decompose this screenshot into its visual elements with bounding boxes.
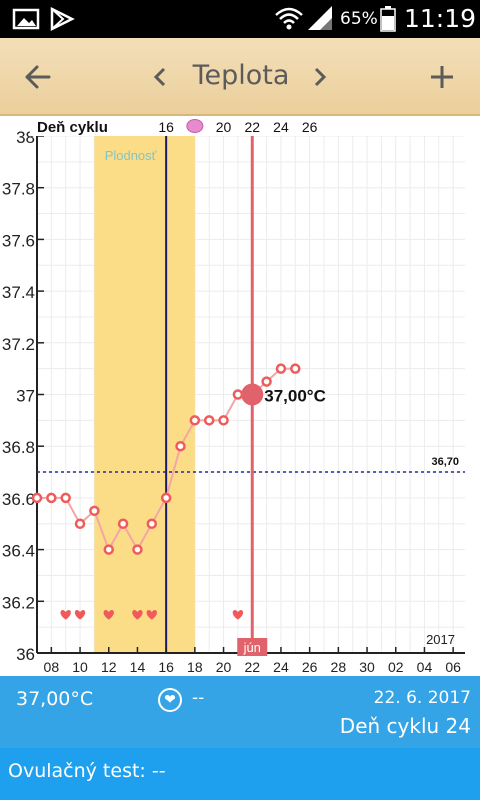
temperature-point [160,492,172,504]
x-tick-label: 26 [302,659,318,675]
temperature-point [31,492,43,504]
fertility-label: Plodnosť [105,148,157,163]
temperature-point [275,363,287,374]
month-label: jún [243,640,261,655]
x-tick-label: 10 [72,659,88,675]
temperature-point [189,415,201,426]
heart-icon [146,609,157,620]
fertility-window [94,136,195,653]
heart-icon [232,609,244,620]
temperature-point [74,518,86,529]
x-tick-label: 18 [187,659,203,675]
y-tick-label: 37.6 [2,231,35,250]
y-tick-label: 37.4 [2,283,35,302]
x-tick-label: 08 [44,659,60,675]
cycle-tick-label: 26 [302,119,318,135]
selected-date: 22. 6. 2017 [373,688,471,708]
temperature-point [132,544,143,555]
play-store-icon [48,0,76,38]
temperature-point [261,376,272,387]
selected-temperature-point [241,383,264,406]
temperature-point [60,492,71,504]
y-tick-label: 37 [16,387,35,406]
cycle-axis-background [30,116,480,136]
clock: 11:19 [404,4,477,33]
x-tick-label: 24 [273,659,289,675]
heart-icon [74,609,86,620]
x-tick-label: 30 [359,659,375,675]
y-tick-label: 36.2 [2,593,35,612]
month-tag [237,638,268,656]
ovulation-test-panel[interactable]: Ovulačný test: -- [0,748,480,800]
x-tick-label: 06 [445,659,461,675]
cycle-tick-label: 16 [158,119,174,135]
toolbar: Teplota [0,38,480,116]
cycle-axis-label: Deň cyklu [37,119,108,136]
ovulation-test-label: Ovulačný test: -- [8,760,166,782]
selected-temperature: 37,00°C [16,688,94,710]
cycle-day: Deň cyklu 24 [339,714,471,738]
x-tick-label: 02 [388,659,404,675]
selected-temperature-label: 37,00°C [264,387,326,406]
info-panel[interactable]: 37,00°C ❤ -- 22. 6. 2017 Deň cyklu 24 [0,676,480,748]
y-tick-label: 36.8 [2,438,35,457]
temperature-point [146,518,158,529]
heart-icon [132,609,143,620]
x-tick-label: 14 [130,659,146,675]
y-tick-label: 37.2 [2,335,35,354]
temperature-chart[interactable]: Plodnosť 36 36.2 36.4 36.6 36.8 37 37.2 37.4 37.6… [0,116,480,676]
cycle-tick-label: 24 [273,119,289,135]
temperature-point [232,389,244,400]
y-tick-label: 36 [16,645,35,664]
page-title: Teplota [192,60,290,91]
next-button[interactable] [302,38,338,114]
wifi-icon [274,0,304,38]
x-tick-label: 04 [417,659,433,675]
x-tick-label: 22 [244,659,260,675]
previous-button[interactable] [142,38,178,114]
cycle-tick-label: 22 [244,119,260,135]
y-tick-label: 37.8 [2,180,35,199]
y-tick-label: 36.4 [2,542,35,561]
heart-icon [60,609,71,620]
y-tick-label: 36.6 [2,490,35,509]
year-label: 2017 [426,632,455,647]
temperature-point [175,440,186,452]
signal-icon [306,0,334,38]
status-bar: 65% 11:19 [0,0,480,38]
back-button[interactable] [10,38,66,114]
temperature-point [290,363,301,374]
gallery-icon [12,0,40,38]
cycle-tick-label: 20 [216,119,232,135]
temperature-point [117,518,129,529]
coverline-label: 36,70 [431,456,459,468]
add-button[interactable] [414,38,470,114]
chevron-left-icon [153,67,166,86]
heart-icon [103,609,114,620]
chevron-right-icon [314,67,327,86]
ovulation-marker-icon [186,119,204,133]
x-tick-label: 16 [158,659,174,675]
temperature-point [89,505,100,517]
heart-icon: ❤ [158,688,182,712]
temperature-point [203,415,215,426]
temperature-chart-area[interactable]: Plodnosť 36 36.2 36.4 36.6 36.8 37 37.2 37.4 37.6… [0,116,480,676]
x-tick-label: 20 [216,659,232,675]
temperature-point [218,415,229,426]
x-tick-label: 12 [101,659,117,675]
temperature-point [103,544,114,555]
plus-icon [431,65,453,88]
temperature-point [46,492,57,504]
arrow-left-icon [25,65,51,88]
battery-icon [380,0,396,38]
intercourse-value: -- [192,688,205,708]
battery-percent: 65% [340,9,378,29]
x-tick-label: 28 [331,659,347,675]
